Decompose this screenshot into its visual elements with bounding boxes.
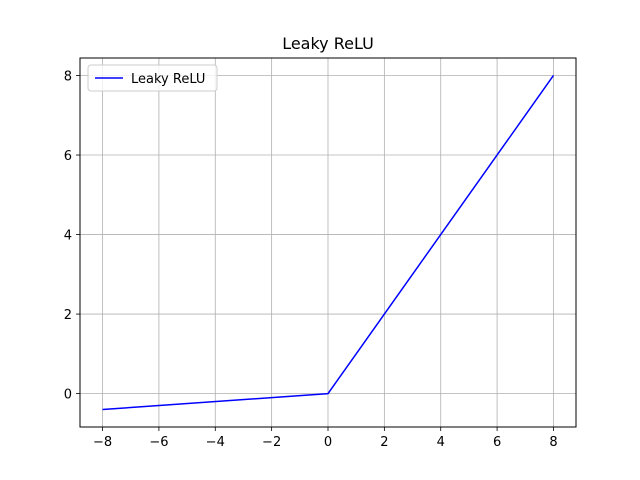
y-tick-label: 6: [64, 149, 72, 164]
x-tick-label: 0: [324, 435, 332, 450]
series-line-leaky-relu: [102, 75, 555, 411]
x-tick-label: 4: [437, 435, 445, 450]
y-tick-label: 4: [64, 229, 72, 244]
grid: [80, 58, 576, 427]
ticks: −8 −6 −4 −2 0 2 4 6 8 0 2 4 6 8: [64, 69, 558, 450]
x-tick-label: −4: [206, 435, 225, 450]
x-tick-label: −8: [93, 435, 112, 450]
y-tick-label: 2: [64, 308, 72, 323]
x-tick-label: −2: [262, 435, 281, 450]
legend-label: Leaky ReLU: [131, 72, 205, 87]
x-tick-label: −6: [149, 435, 168, 450]
x-tick-label: 8: [549, 435, 557, 450]
chart-title: Leaky ReLU: [282, 34, 374, 53]
series-layer: [102, 75, 555, 411]
legend-box: [87, 64, 218, 92]
y-tick-label: 8: [64, 69, 72, 84]
x-tick-label: 2: [380, 435, 388, 450]
legend: Leaky ReLU: [87, 64, 218, 92]
y-tick-label: 0: [64, 388, 72, 403]
x-tick-label: 6: [493, 435, 501, 450]
